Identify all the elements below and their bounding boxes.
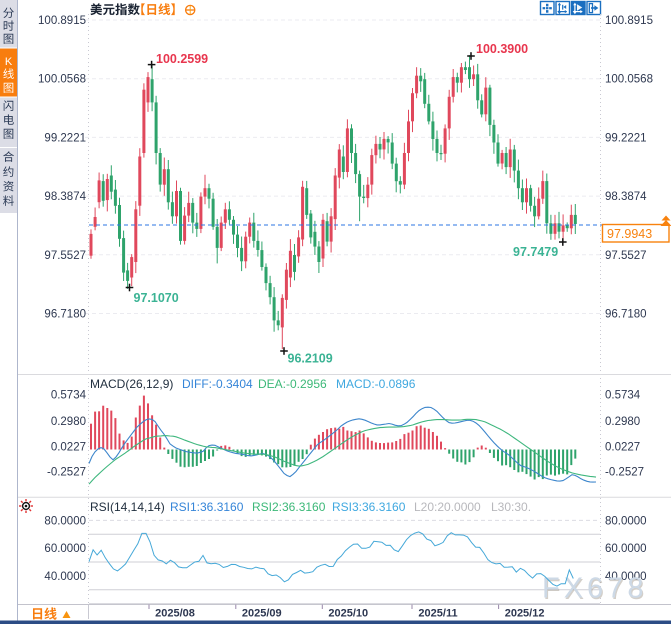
svg-text:DIFF:-0.3404: DIFF:-0.3404 <box>182 377 253 391</box>
svg-text:RSI2:36.3160: RSI2:36.3160 <box>252 500 326 514</box>
svg-text:97.1070: 97.1070 <box>134 291 179 305</box>
svg-text:L20:20.0000: L20:20.0000 <box>414 500 481 514</box>
svg-text:97.9943: 97.9943 <box>607 227 652 241</box>
svg-text:FX678: FX678 <box>542 573 647 605</box>
svg-text:100.0568: 100.0568 <box>38 74 86 86</box>
svg-text:99.2221: 99.2221 <box>44 132 86 144</box>
svg-text:97.5527: 97.5527 <box>605 250 647 262</box>
svg-text:2025/12: 2025/12 <box>505 608 545 620</box>
svg-text:97.5527: 97.5527 <box>44 250 86 262</box>
svg-text:60.0000: 60.0000 <box>44 543 86 555</box>
svg-text:0.0227: 0.0227 <box>605 442 640 454</box>
svg-text:2025/08: 2025/08 <box>155 608 195 620</box>
svg-text:96.7180: 96.7180 <box>44 309 86 321</box>
svg-text:RSI(14,14,14): RSI(14,14,14) <box>90 500 165 514</box>
svg-text:80.0000: 80.0000 <box>44 515 86 527</box>
svg-text:2025/11: 2025/11 <box>418 608 457 620</box>
svg-text:100.8915: 100.8915 <box>38 15 86 27</box>
svg-text:40.0000: 40.0000 <box>44 571 86 583</box>
svg-text:RSI1:36.3160: RSI1:36.3160 <box>170 500 244 514</box>
svg-text:80.0000: 80.0000 <box>605 515 647 527</box>
svg-text:K: K <box>5 56 13 68</box>
svg-text:40.0000: 40.0000 <box>605 571 647 583</box>
svg-text:0.5734: 0.5734 <box>51 389 87 401</box>
svg-text:100.3900: 100.3900 <box>476 42 528 56</box>
svg-text:DEA:-0.2956: DEA:-0.2956 <box>258 377 327 391</box>
svg-text:97.7479: 97.7479 <box>513 245 558 259</box>
svg-text:0.2980: 0.2980 <box>605 416 640 428</box>
svg-text:2025/09: 2025/09 <box>242 608 282 620</box>
svg-text:MACD:-0.0896: MACD:-0.0896 <box>336 377 416 391</box>
svg-text:-0.2527: -0.2527 <box>47 467 86 479</box>
svg-text:96.2109: 96.2109 <box>288 352 333 366</box>
svg-text:2025/10: 2025/10 <box>328 608 368 620</box>
svg-text:MACD(26,12,9): MACD(26,12,9) <box>90 377 173 391</box>
svg-text:100.2599: 100.2599 <box>156 52 208 66</box>
svg-text:0.5734: 0.5734 <box>605 389 641 401</box>
svg-text:100.0568: 100.0568 <box>605 74 653 86</box>
svg-text:98.3874: 98.3874 <box>605 191 647 203</box>
svg-text:0.0227: 0.0227 <box>51 442 86 454</box>
svg-text:-0.2527: -0.2527 <box>605 467 644 479</box>
svg-text:99.2221: 99.2221 <box>605 132 647 144</box>
svg-text:100.8915: 100.8915 <box>605 15 653 27</box>
svg-text:0.2980: 0.2980 <box>51 416 86 428</box>
svg-text:FX678: FX678 <box>543 574 648 606</box>
svg-text:98.3874: 98.3874 <box>44 191 86 203</box>
svg-text:L30:30.: L30:30. <box>491 500 531 514</box>
svg-text:RSI3:36.3160: RSI3:36.3160 <box>332 500 406 514</box>
svg-text:60.0000: 60.0000 <box>605 543 647 555</box>
svg-text:96.7180: 96.7180 <box>605 309 647 321</box>
